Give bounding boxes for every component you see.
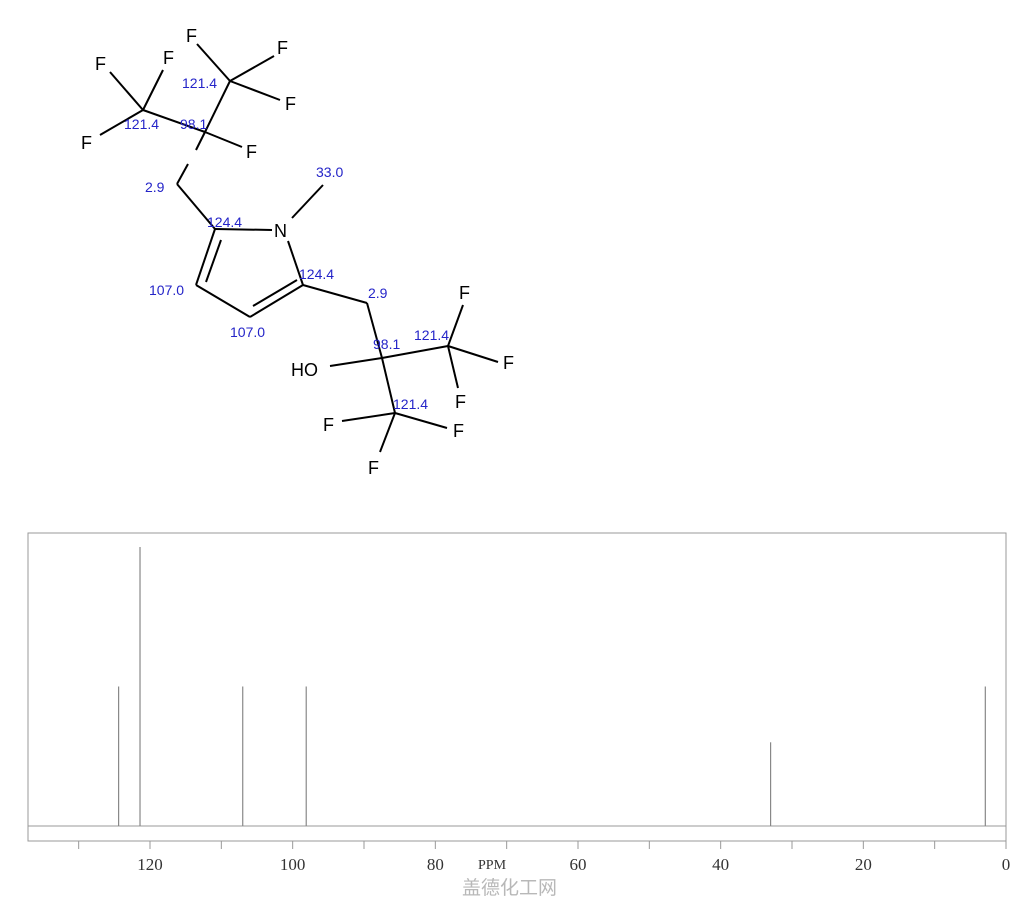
shift-label: 33.0 — [316, 164, 343, 180]
x-axis-tick-labels: 120 100 80 60 40 20 0 — [137, 855, 1010, 874]
atom-f: F — [453, 421, 464, 441]
atom-f: F — [455, 392, 466, 412]
shift-label: 124.4 — [207, 214, 242, 230]
x-axis-ticks — [78, 841, 1007, 849]
x-tick-label: 40 — [712, 855, 729, 874]
shift-label: 121.4 — [414, 327, 449, 343]
shift-label: 2.9 — [368, 285, 388, 301]
atom-f: F — [277, 38, 288, 58]
molecule-structure: F F F F F F F N HO F F F F F F 121.4 121… — [81, 26, 514, 478]
x-tick-label: 20 — [855, 855, 872, 874]
atom-n: N — [274, 221, 287, 241]
atom-f: F — [323, 415, 334, 435]
x-tick-label: 80 — [427, 855, 444, 874]
shift-labels: 121.4 121.4 98.1 2.9 33.0 124.4 107.0 10… — [124, 75, 449, 412]
atom-f: F — [246, 142, 257, 162]
atom-ho: HO — [291, 360, 318, 380]
shift-label: 2.9 — [145, 179, 165, 195]
x-tick-label: 60 — [570, 855, 587, 874]
shift-label: 121.4 — [393, 396, 428, 412]
atom-f: F — [95, 54, 106, 74]
atom-f: F — [459, 283, 470, 303]
x-tick-label: 120 — [137, 855, 163, 874]
plot-frame — [27, 532, 1007, 842]
atom-f: F — [368, 458, 379, 478]
atom-f: F — [81, 133, 92, 153]
atom-f: F — [503, 353, 514, 373]
bonds — [99, 43, 499, 453]
shift-label: 121.4 — [182, 75, 217, 91]
atom-f: F — [163, 48, 174, 68]
atom-f: F — [186, 26, 197, 46]
shift-label: 98.1 — [180, 116, 207, 132]
shift-label: 121.4 — [124, 116, 159, 132]
watermark: 盖德化工网 — [462, 877, 558, 899]
x-tick-label: 0 — [1002, 855, 1011, 874]
atom-f: F — [285, 94, 296, 114]
shift-label: 107.0 — [149, 282, 184, 298]
x-tick-label: 100 — [280, 855, 306, 874]
shift-label: 98.1 — [373, 336, 400, 352]
shift-label: 107.0 — [230, 324, 265, 340]
atom-labels: F F F F F F F N HO F F F F F F — [81, 26, 514, 478]
shift-label: 124.4 — [299, 266, 334, 282]
nmr-spectrum: 120 100 80 60 40 20 0 — [27, 532, 1010, 874]
peaks — [118, 547, 986, 826]
x-axis-label: PPM — [478, 858, 507, 873]
